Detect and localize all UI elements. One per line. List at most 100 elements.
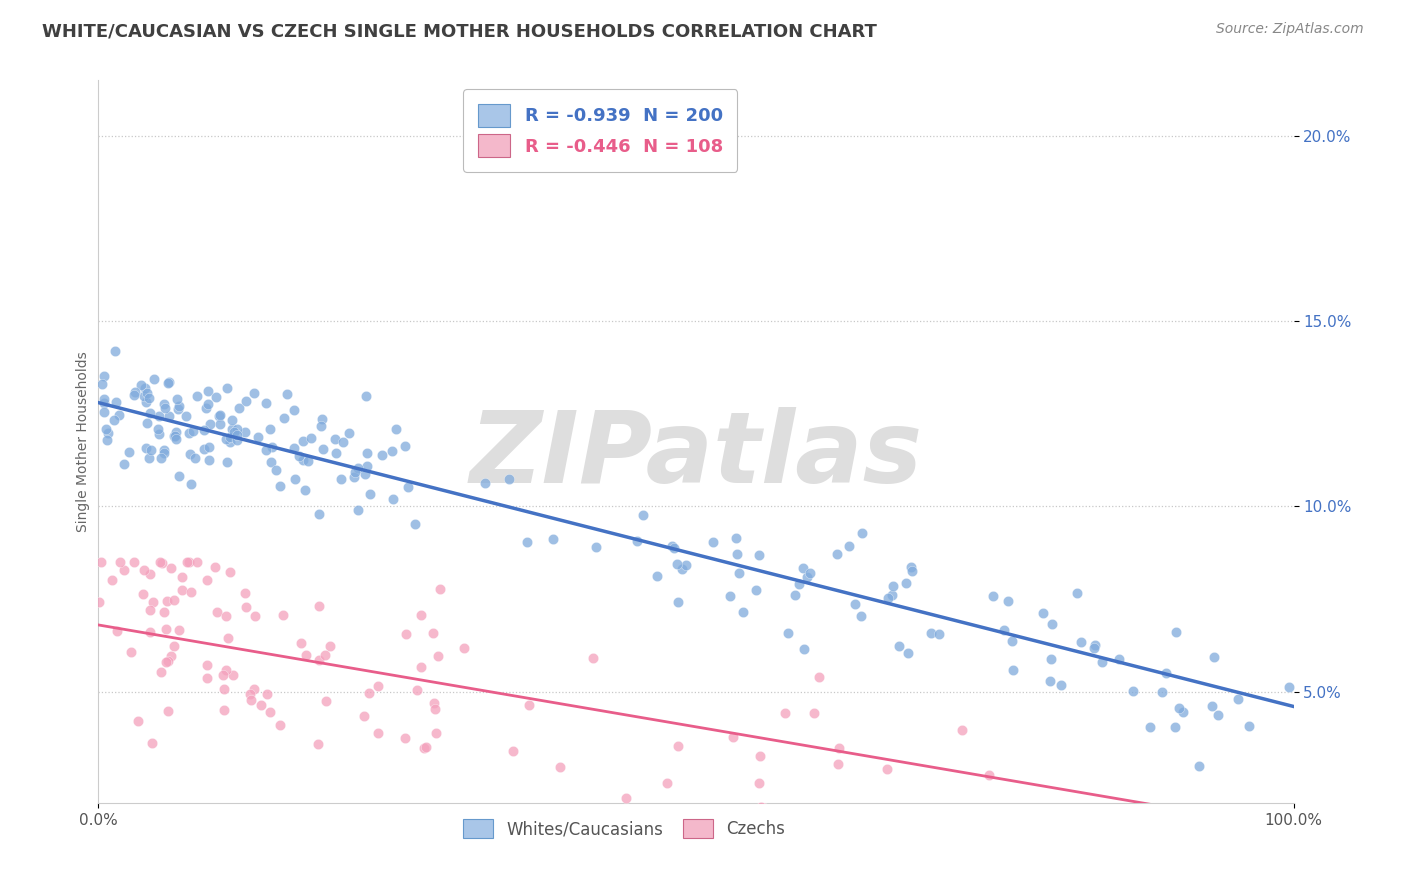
- Point: [159, 561, 181, 575]
- Point: [112, 563, 135, 577]
- Point: [155, 655, 177, 669]
- Point: [176, 409, 198, 423]
- Point: [1039, 674, 1062, 689]
- Point: [308, 653, 330, 667]
- Point: [127, 714, 149, 729]
- Point: [290, 636, 312, 650]
- Point: [87, 595, 110, 609]
- Point: [195, 573, 218, 587]
- Point: [422, 625, 444, 640]
- Point: [215, 608, 238, 623]
- Point: [93, 392, 115, 407]
- Y-axis label: Single Mother Households: Single Mother Households: [76, 351, 90, 532]
- Point: [827, 757, 849, 772]
- Point: [347, 461, 370, 475]
- Point: [1091, 655, 1114, 669]
- Point: [108, 555, 131, 569]
- Point: [894, 576, 917, 591]
- Point: [195, 657, 218, 672]
- Point: [108, 408, 131, 422]
- Point: [725, 547, 748, 561]
- Point: [292, 434, 315, 448]
- Point: [273, 607, 295, 622]
- Point: [167, 401, 190, 416]
- Point: [928, 627, 950, 641]
- Point: [215, 432, 238, 446]
- Point: [394, 439, 416, 453]
- Point: [356, 446, 378, 460]
- Point: [1040, 617, 1063, 632]
- Point: [675, 558, 697, 573]
- Point: [315, 694, 337, 708]
- Point: [799, 566, 821, 581]
- Point: [776, 626, 799, 640]
- Point: [264, 462, 287, 476]
- Point: [882, 588, 904, 602]
- Point: [793, 641, 815, 656]
- Point: [153, 446, 176, 460]
- Point: [222, 668, 245, 682]
- Point: [666, 595, 689, 609]
- Point: [404, 517, 426, 532]
- Point: [796, 569, 818, 583]
- Point: [900, 564, 922, 578]
- Point: [283, 441, 305, 455]
- Point: [516, 535, 538, 549]
- Point: [343, 470, 366, 484]
- Point: [1152, 685, 1174, 699]
- Point: [844, 597, 866, 611]
- Point: [163, 428, 186, 442]
- Point: [1277, 680, 1299, 694]
- Point: [851, 525, 873, 540]
- Point: [239, 687, 262, 701]
- Point: [734, 805, 756, 820]
- Point: [135, 394, 157, 409]
- Point: [1201, 699, 1223, 714]
- Point: [422, 696, 444, 710]
- Point: [724, 531, 747, 545]
- Point: [900, 560, 922, 574]
- Point: [785, 588, 807, 602]
- Point: [889, 639, 911, 653]
- Point: [219, 434, 242, 449]
- Point: [132, 563, 155, 577]
- Point: [381, 443, 404, 458]
- Point: [176, 555, 198, 569]
- Point: [177, 425, 200, 440]
- Point: [950, 723, 973, 737]
- Point: [193, 442, 215, 457]
- Point: [314, 648, 336, 662]
- Point: [354, 389, 377, 403]
- Point: [118, 445, 141, 459]
- Point: [294, 483, 316, 498]
- Point: [163, 639, 186, 653]
- Point: [156, 376, 179, 390]
- Point: [1139, 720, 1161, 734]
- Point: [920, 626, 942, 640]
- Point: [138, 391, 160, 405]
- Point: [96, 433, 118, 447]
- Point: [1206, 707, 1229, 722]
- Point: [156, 654, 179, 668]
- Point: [828, 740, 851, 755]
- Point: [226, 428, 249, 442]
- Point: [256, 687, 278, 701]
- Point: [415, 740, 437, 755]
- Point: [661, 539, 683, 553]
- Point: [666, 739, 689, 754]
- Point: [139, 624, 162, 639]
- Point: [718, 589, 741, 603]
- Text: ZIPatlas: ZIPatlas: [470, 408, 922, 505]
- Point: [134, 389, 156, 403]
- Point: [142, 372, 165, 386]
- Point: [276, 387, 298, 401]
- Point: [225, 433, 247, 447]
- Legend: Whites/Caucasians, Czechs: Whites/Caucasians, Czechs: [457, 813, 792, 845]
- Point: [844, 851, 866, 865]
- Point: [877, 591, 900, 605]
- Point: [1164, 720, 1187, 734]
- Point: [308, 599, 330, 614]
- Point: [297, 454, 319, 468]
- Point: [254, 396, 277, 410]
- Point: [409, 607, 432, 622]
